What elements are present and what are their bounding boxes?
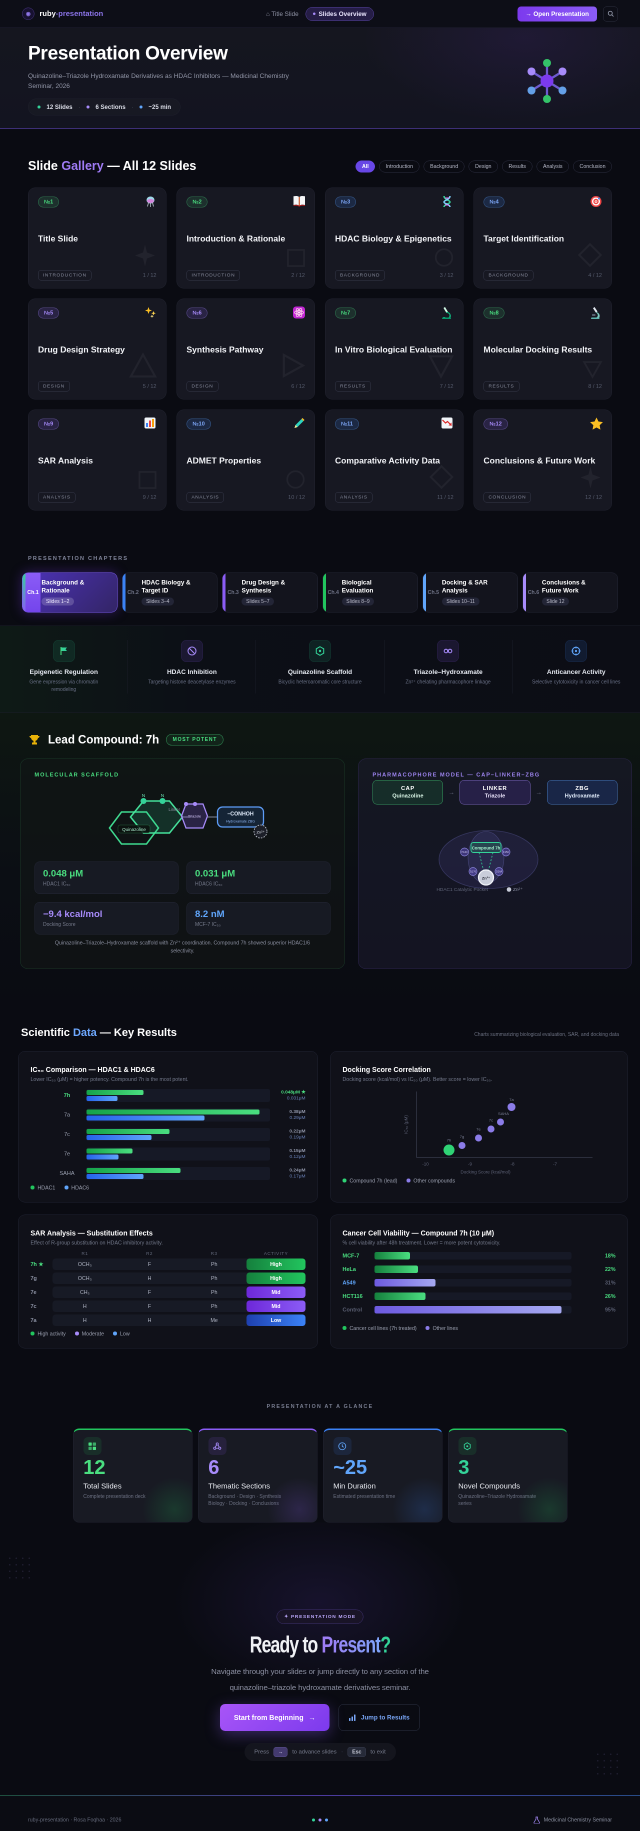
svg-text:–CONHOH: –CONHOH [227,812,253,818]
svg-text:SAHA: SAHA [498,1111,509,1116]
svg-text:-8: -8 [510,1162,514,1167]
svg-text:-9: -9 [468,1162,472,1167]
svg-text:Zn²⁺: Zn²⁺ [482,876,490,881]
svg-text:Zn²⁺: Zn²⁺ [513,887,523,893]
svg-text:Linker: Linker [169,807,181,812]
svg-text:H140: H140 [462,851,469,854]
svg-text:Triazole: Triazole [188,815,201,819]
svg-text:7e: 7e [476,1127,481,1132]
svg-text:7a: 7a [509,1097,514,1102]
svg-text:N: N [161,793,164,798]
svg-text:IC₅₀ (μM): IC₅₀ (μM) [404,1115,409,1134]
svg-text:7c: 7c [489,1118,493,1123]
svg-text:D176: D176 [470,871,477,874]
svg-text:Compound 7h: Compound 7h [472,846,501,851]
svg-text:7g: 7g [460,1134,464,1139]
svg-text:7h: 7h [447,1138,451,1143]
svg-text:Docking Score (kcal/mol): Docking Score (kcal/mol) [460,1170,511,1175]
svg-text:N: N [142,793,145,798]
svg-text:Quinazoline: Quinazoline [122,827,146,832]
svg-text:D264: D264 [496,871,503,874]
svg-text:HDAC1 Catalytic Pocket: HDAC1 Catalytic Pocket [437,887,489,893]
svg-text:Hydroxamate ZBG: Hydroxamate ZBG [226,820,255,824]
svg-text:-7: -7 [553,1162,557,1167]
svg-text:Zn²⁺: Zn²⁺ [256,830,264,835]
svg-text:F150: F150 [503,851,509,854]
svg-text:-10: -10 [422,1162,429,1167]
